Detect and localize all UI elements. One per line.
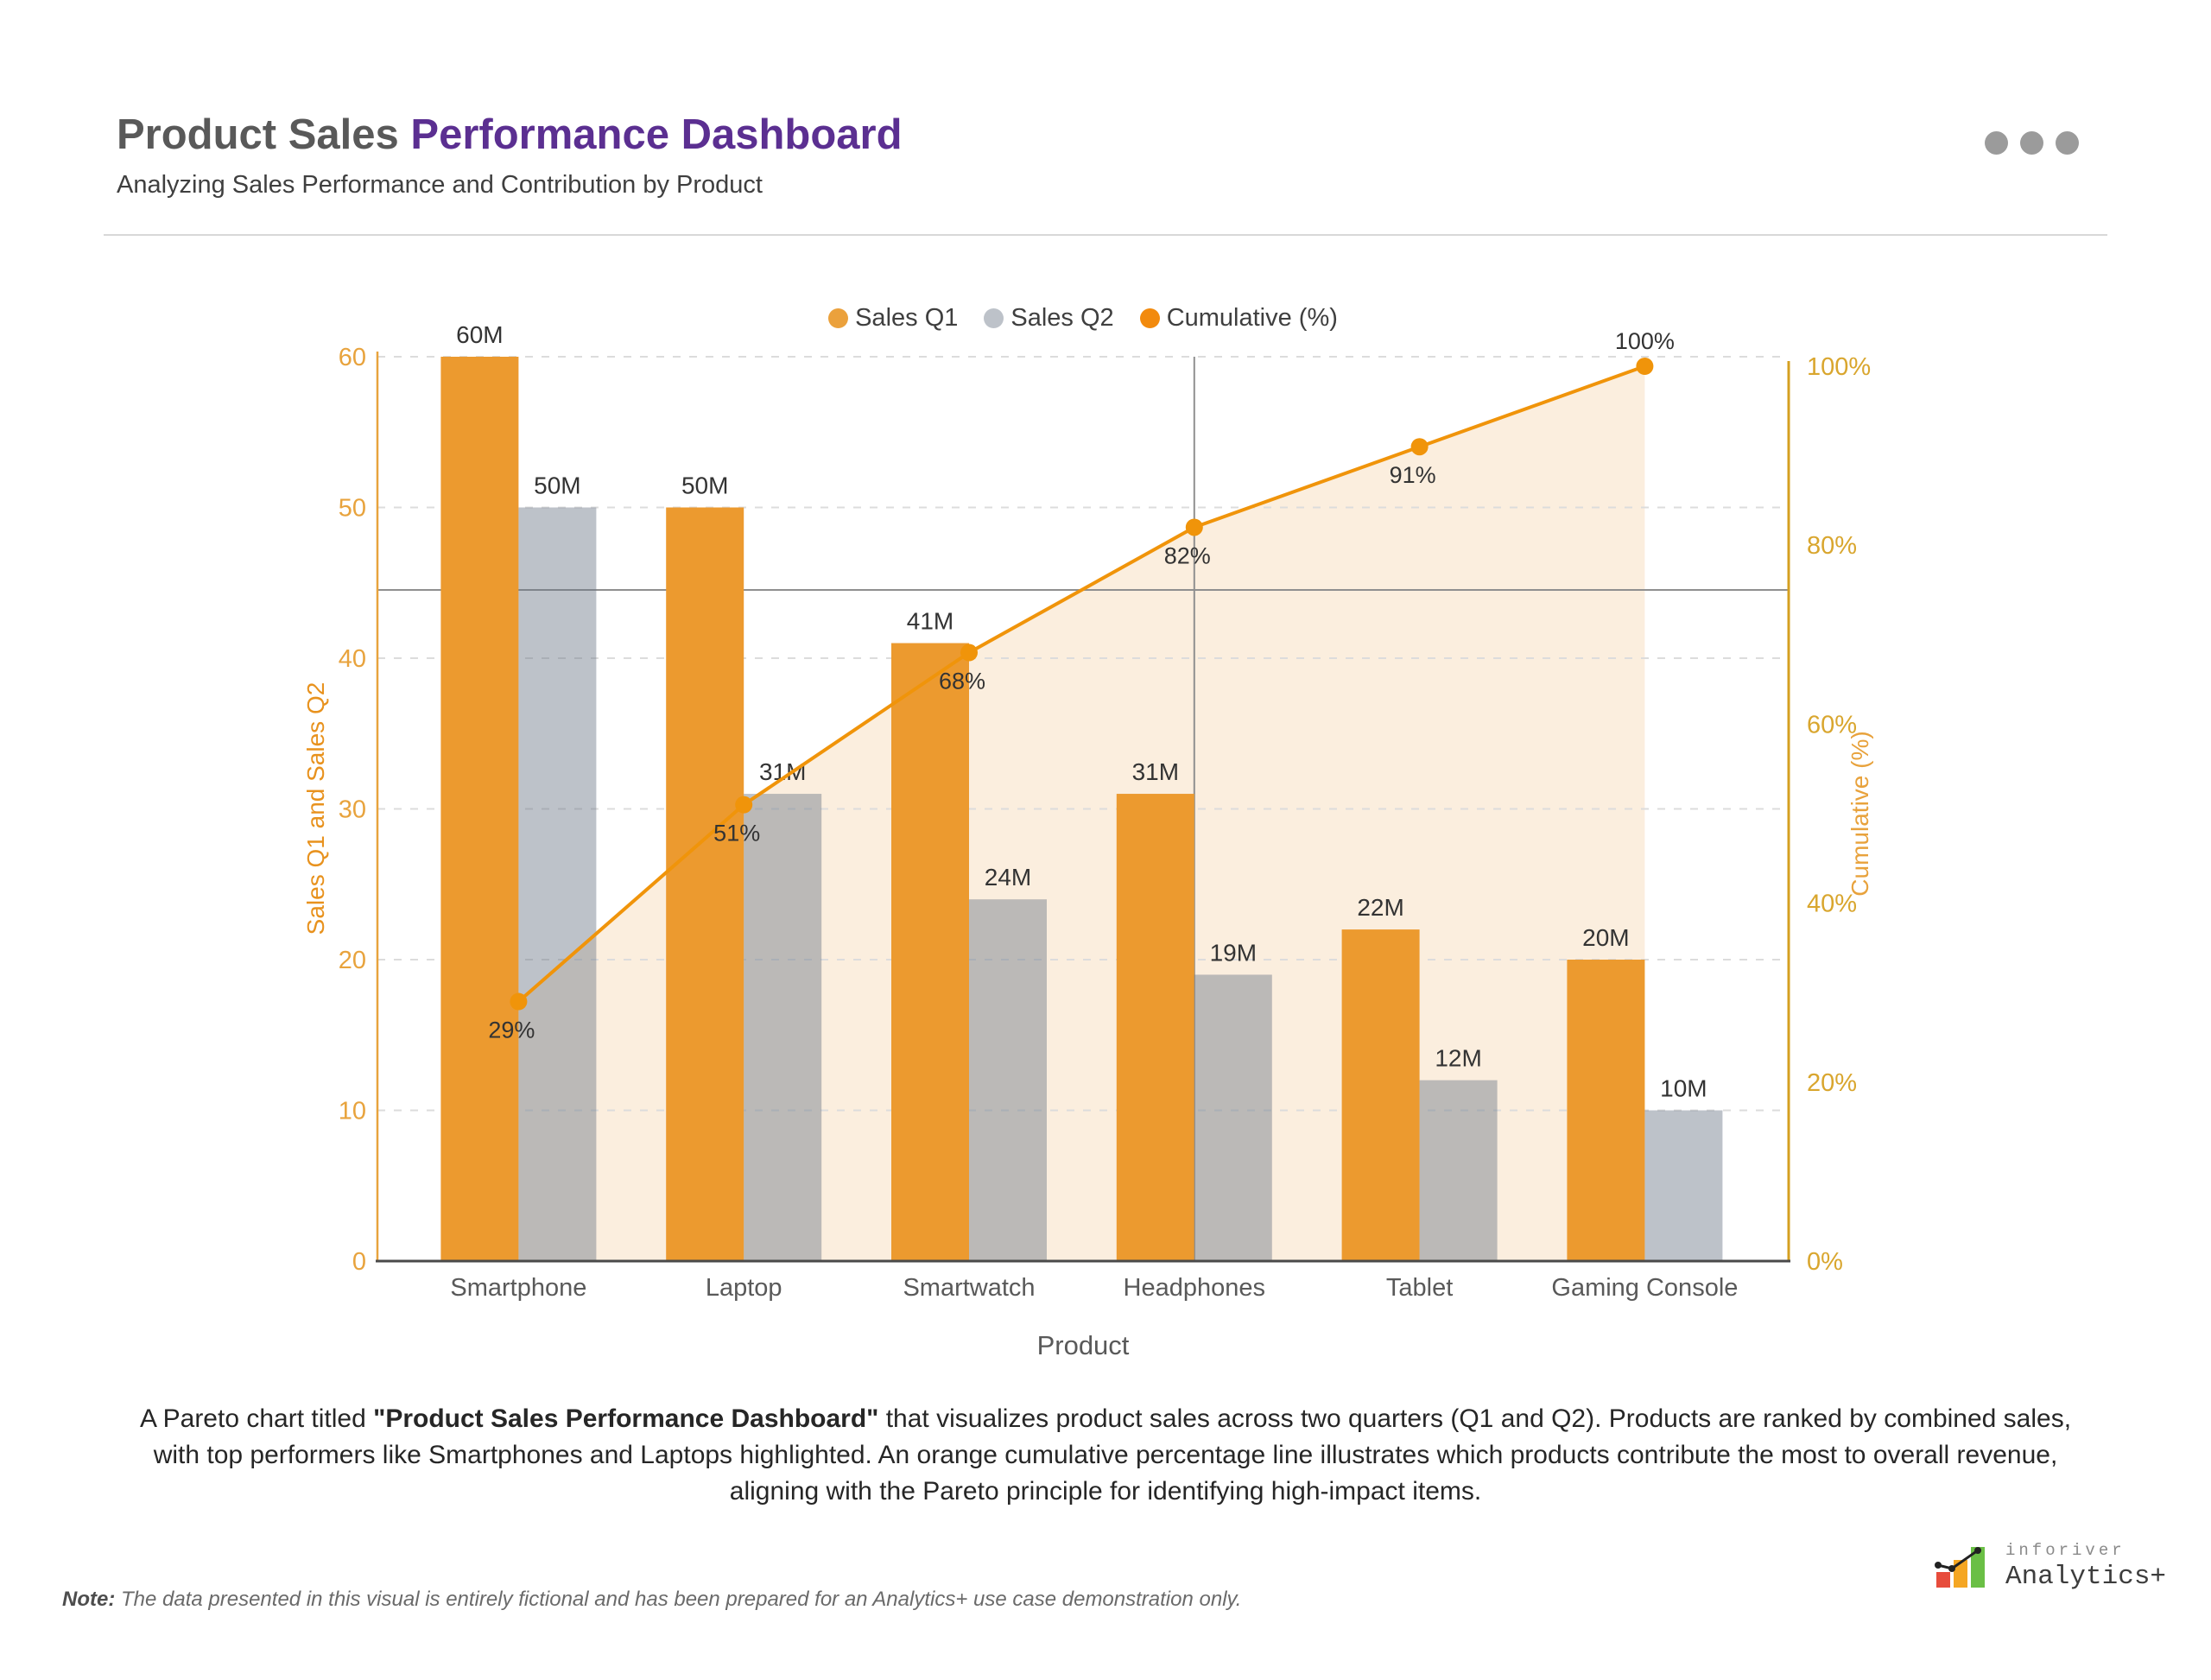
bar-label-q1-laptop: 50M: [681, 472, 728, 499]
bar-label-q2-headphones: 19M: [1210, 939, 1257, 966]
right-tick-0: 0%: [1807, 1248, 1843, 1276]
bar-sales-q1-smartphone[interactable]: [440, 357, 519, 1261]
cumulative-label-laptop: 51%: [713, 821, 760, 846]
header-divider: [104, 234, 2107, 236]
bar-label-q1-tablet: 22M: [1357, 894, 1403, 921]
legend-item-sales-q2[interactable]: Sales Q2: [984, 304, 1114, 333]
bar-label-q2-laptop: 31M: [759, 758, 806, 785]
category-label-smartphone: Smartphone: [450, 1274, 586, 1302]
left-tick-30: 30: [339, 796, 366, 824]
bar-label-q2-smartphone: 50M: [534, 472, 580, 499]
footnote: Note: The data presented in this visual …: [62, 1588, 1241, 1612]
cumulative-label-headphones: 82%: [1164, 542, 1211, 568]
bar-sales-q1-headphones[interactable]: [1116, 794, 1194, 1261]
category-label-tablet: Tablet: [1386, 1274, 1453, 1302]
cumulative-point-laptop[interactable]: [735, 796, 753, 814]
cumulative-point-gaming-console[interactable]: [1636, 358, 1654, 375]
bar-sales-q2-headphones[interactable]: [1194, 974, 1272, 1261]
left-tick-20: 20: [339, 947, 366, 974]
legend-label: Sales Q1: [855, 304, 959, 332]
legend-dot-icon: [1139, 308, 1160, 328]
left-tick-40: 40: [339, 645, 366, 673]
legend-dot-icon: [828, 308, 849, 328]
footnote-label: Note:: [62, 1588, 116, 1611]
legend-label: Sales Q2: [1010, 304, 1114, 332]
right-tick-100: 100%: [1807, 353, 1871, 381]
bar-sales-q1-tablet[interactable]: [1341, 929, 1420, 1261]
right-tick-80: 80%: [1807, 532, 1857, 560]
page-title: Product Sales Performance Dashboard: [117, 111, 903, 159]
cumulative-line: [517, 365, 1646, 1004]
cumulative-label-smartphone: 29%: [488, 1018, 535, 1043]
logo-product-text: Analytics+: [2005, 1562, 2167, 1592]
bar-sales-q1-smartwatch[interactable]: [891, 643, 969, 1261]
logo-barchart-icon: [1935, 1547, 1985, 1588]
cumulative-label-smartwatch: 68%: [939, 669, 985, 694]
chart-description: A Pareto chart titled "Product Sales Per…: [117, 1401, 2094, 1510]
page-title-part1: Product Sales: [117, 111, 411, 158]
cumulative-point-smartwatch[interactable]: [960, 643, 978, 662]
page-title-part2: Performance Dashboard: [410, 111, 903, 158]
right-tick-60: 60%: [1807, 711, 1857, 739]
x-axis-title: Product: [1036, 1330, 1130, 1360]
legend-item-cumulative-[interactable]: Cumulative (%): [1139, 304, 1338, 333]
more-options-button[interactable]: [1985, 131, 2079, 155]
legend-dot-icon: [984, 308, 1004, 328]
legend-label: Cumulative (%): [1166, 304, 1338, 332]
menu-dot-icon: [2056, 131, 2079, 155]
bar-label-q2-gaming-console: 10M: [1660, 1075, 1707, 1102]
chart-legend: Sales Q1 Sales Q2 Cumulative (%): [377, 304, 1789, 333]
footnote-text: The data presented in this visual is ent…: [115, 1588, 1242, 1611]
vendor-logo: inforiver Analytics+: [1935, 1543, 2166, 1591]
bar-label-q1-smartphone: 60M: [456, 321, 503, 348]
bar-sales-q2-gaming-console[interactable]: [1644, 1110, 1723, 1262]
description-bold: "Product Sales Performance Dashboard": [373, 1404, 879, 1433]
bar-label-q2-smartwatch: 24M: [985, 864, 1031, 891]
left-tick-60: 60: [339, 344, 366, 371]
page-subtitle: Analyzing Sales Performance and Contribu…: [117, 171, 763, 199]
left-tick-50: 50: [339, 495, 366, 523]
category-label-gaming-console: Gaming Console: [1551, 1274, 1738, 1302]
description-seg3: that visualizes product sales across two…: [153, 1404, 2072, 1506]
bar-label-q1-gaming-console: 20M: [1582, 924, 1629, 951]
left-tick-0: 0: [352, 1248, 366, 1276]
category-label-smartwatch: Smartwatch: [903, 1274, 1035, 1302]
bar-sales-q2-laptop[interactable]: [744, 794, 822, 1261]
cumulative-point-headphones[interactable]: [1185, 518, 1203, 536]
bar-sales-q2-smartphone[interactable]: [518, 507, 597, 1262]
category-label-headphones: Headphones: [1124, 1274, 1265, 1302]
logo-brand-text: inforiver: [2005, 1541, 2125, 1560]
menu-dot-icon: [1985, 131, 2008, 155]
right-tick-40: 40%: [1807, 891, 1857, 918]
cumulative-point-smartphone[interactable]: [510, 992, 528, 1011]
bar-sales-q1-laptop[interactable]: [666, 507, 744, 1262]
bar-sales-q2-tablet[interactable]: [1419, 1080, 1498, 1261]
bar-sales-q2-smartwatch[interactable]: [969, 899, 1047, 1261]
bar-label-q1-headphones: 31M: [1132, 758, 1179, 785]
right-tick-20: 20%: [1807, 1069, 1857, 1097]
description-seg1: A Pareto chart titled: [139, 1404, 374, 1433]
legend-item-sales-q1[interactable]: Sales Q1: [828, 304, 958, 333]
menu-dot-icon: [2020, 131, 2043, 155]
bar-sales-q1-gaming-console[interactable]: [1567, 960, 1645, 1261]
bar-label-q1-smartwatch: 41M: [907, 608, 953, 635]
category-label-laptop: Laptop: [706, 1274, 782, 1302]
left-tick-10: 10: [339, 1098, 366, 1125]
cumulative-point-tablet[interactable]: [1410, 438, 1429, 456]
cumulative-label-tablet: 91%: [1390, 462, 1436, 488]
header: Product Sales Performance Dashboard Anal…: [117, 111, 903, 200]
cumulative-label-gaming-console: 100%: [1615, 328, 1675, 354]
bar-label-q2-tablet: 12M: [1435, 1045, 1481, 1072]
